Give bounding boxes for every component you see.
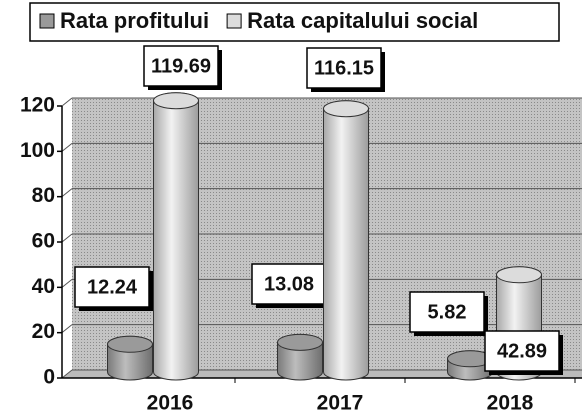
y-tick-label: 60 (32, 230, 55, 253)
y-tick-label: 80 (32, 184, 55, 207)
data-label: 12.24 (87, 276, 138, 298)
data-label: 119.69 (151, 55, 211, 77)
data-label: 42.89 (497, 340, 547, 362)
y-tick-label: 120 (20, 94, 55, 117)
legend-label: Rata profitului (60, 8, 209, 33)
label-box (484, 330, 560, 372)
x-tick-label: 2017 (317, 392, 364, 415)
bar (323, 100, 369, 381)
label-box (306, 47, 382, 89)
bar-top (153, 92, 199, 110)
label-box (143, 45, 219, 87)
grid-line (61, 142, 73, 152)
label-box (74, 266, 150, 308)
label-box (409, 291, 485, 333)
grid-line (61, 188, 73, 198)
label-box (251, 263, 327, 305)
data-label: 5.82 (428, 301, 467, 323)
y-tick-label: 20 (32, 320, 55, 343)
x-tick-label: 2016 (147, 392, 194, 415)
legend-swatch (39, 13, 55, 29)
y-tick-label: 40 (32, 275, 55, 298)
y-tick-label: 100 (20, 139, 55, 162)
legend-label: Rata capitalului social (247, 8, 478, 33)
grid-line (61, 369, 73, 379)
grid-line (61, 278, 73, 288)
bar-top (496, 266, 542, 284)
bar (153, 92, 199, 381)
bar-top (107, 335, 153, 353)
grid-line (61, 324, 73, 334)
bar-top (323, 100, 369, 118)
grid-line (61, 97, 73, 107)
legend-box (29, 2, 560, 42)
data-label: 13.08 (264, 273, 314, 295)
grid-line (61, 233, 73, 243)
bar-top (277, 333, 323, 351)
legend-swatch (226, 13, 242, 29)
x-tick-label: 2018 (487, 392, 534, 415)
y-tick-label: 0 (43, 366, 55, 389)
data-label: 116.15 (314, 57, 374, 79)
